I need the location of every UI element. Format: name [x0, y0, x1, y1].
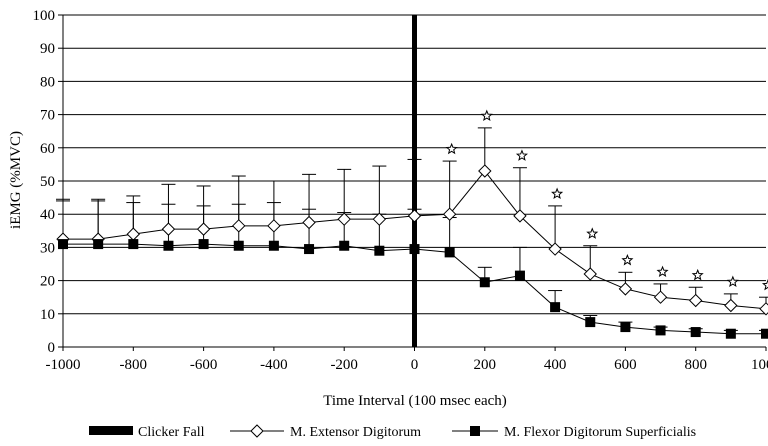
- y-tick-label: 0: [48, 340, 56, 356]
- flexor-point: [445, 247, 455, 257]
- x-tick-label: -400: [260, 357, 288, 373]
- extensor-point: [584, 268, 596, 280]
- significance-star: [447, 144, 457, 153]
- extensor-point: [444, 208, 456, 220]
- extensor-point: [268, 220, 280, 232]
- flexor-point: [726, 329, 736, 339]
- x-tick-label: 0: [411, 357, 419, 373]
- extensor-point: [162, 223, 174, 235]
- flexor-point: [128, 239, 138, 249]
- significance-star: [658, 267, 668, 276]
- significance-star: [552, 189, 562, 198]
- extensor-point: [725, 300, 737, 312]
- flexor-point: [480, 277, 490, 287]
- extensor-point: [373, 213, 385, 225]
- flexor-point: [58, 239, 68, 249]
- y-tick-label: 60: [40, 141, 55, 157]
- y-tick-label: 90: [40, 41, 55, 57]
- flexor-point: [374, 246, 384, 256]
- flexor-point: [761, 329, 768, 339]
- y-tick-label: 50: [40, 174, 55, 190]
- clicker-fall-bar: [412, 15, 417, 347]
- significance-stars: [447, 111, 768, 289]
- significance-star: [587, 229, 597, 238]
- flexor-point: [656, 325, 666, 335]
- extensor-point: [760, 303, 768, 315]
- flexor-point: [93, 239, 103, 249]
- legend-clicker-fall-swatch: [89, 426, 133, 435]
- y-tick-label: 80: [40, 74, 55, 90]
- x-tick-labels: -1000 -800 -600 -400 -200 0 200 400 600 800 1000: [46, 357, 768, 373]
- significance-star: [623, 255, 633, 264]
- flexor-point: [550, 302, 560, 312]
- y-tick-label: 40: [40, 207, 55, 223]
- extensor-point: [233, 220, 245, 232]
- flexor-point: [269, 241, 279, 251]
- y-tick-label: 10: [40, 307, 55, 323]
- extensor-point: [338, 213, 350, 225]
- significance-star: [693, 270, 703, 279]
- x-tick-label: 200: [474, 357, 497, 373]
- x-tick-label: -1000: [46, 357, 81, 373]
- flexor-point: [234, 241, 244, 251]
- y-tick-label: 100: [33, 8, 56, 24]
- extensor-point: [619, 283, 631, 295]
- flexor-point: [585, 317, 595, 327]
- significance-star: [763, 280, 768, 289]
- flexor-point: [620, 322, 630, 332]
- extensor-point: [655, 291, 667, 303]
- legend-clicker-fall-label: Clicker Fall: [138, 425, 205, 440]
- flexor-point: [339, 241, 349, 251]
- flexor-point: [515, 271, 525, 281]
- extensor-point: [127, 228, 139, 240]
- x-tick-label: -200: [330, 357, 358, 373]
- flexor-point: [163, 241, 173, 251]
- significance-star: [517, 151, 527, 160]
- extensor-point: [409, 210, 421, 222]
- legend-extensor-marker: [251, 425, 263, 437]
- flexor-point: [304, 244, 314, 254]
- extensor-point: [690, 295, 702, 307]
- x-tick-label: -800: [120, 357, 148, 373]
- legend-flexor-label: M. Flexor Digitorum Superficialis: [504, 425, 696, 440]
- flexor-point: [410, 244, 420, 254]
- legend-flexor-marker: [470, 426, 480, 436]
- legend-extensor-label: M. Extensor Digitorum: [290, 425, 421, 440]
- y-tick-label: 70: [40, 108, 55, 124]
- x-tick-label: 400: [544, 357, 567, 373]
- y-tick-labels: 0 10 20 30 40 50 60 70 80 90 100: [33, 8, 56, 356]
- extensor-point: [479, 165, 491, 177]
- extensor-point: [198, 223, 210, 235]
- x-tick-label: 800: [684, 357, 707, 373]
- x-tick-label: -600: [190, 357, 218, 373]
- extensor-point: [303, 217, 315, 229]
- significance-star: [482, 111, 492, 120]
- flexor-point: [199, 239, 209, 249]
- y-axis-label: iEMG (%MVC): [8, 131, 24, 229]
- flexor-point: [691, 327, 701, 337]
- x-axis-label: Time Interval (100 msec each): [323, 393, 507, 409]
- significance-star: [728, 277, 738, 286]
- x-tick-label: 600: [614, 357, 637, 373]
- legend: Clicker Fall M. Extensor Digitorum M. Fl…: [89, 425, 696, 440]
- y-tick-label: 30: [40, 240, 55, 256]
- clicker-fall-line: [412, 15, 417, 347]
- y-tick-label: 20: [40, 274, 55, 290]
- x-tick-label: 1000: [751, 357, 768, 373]
